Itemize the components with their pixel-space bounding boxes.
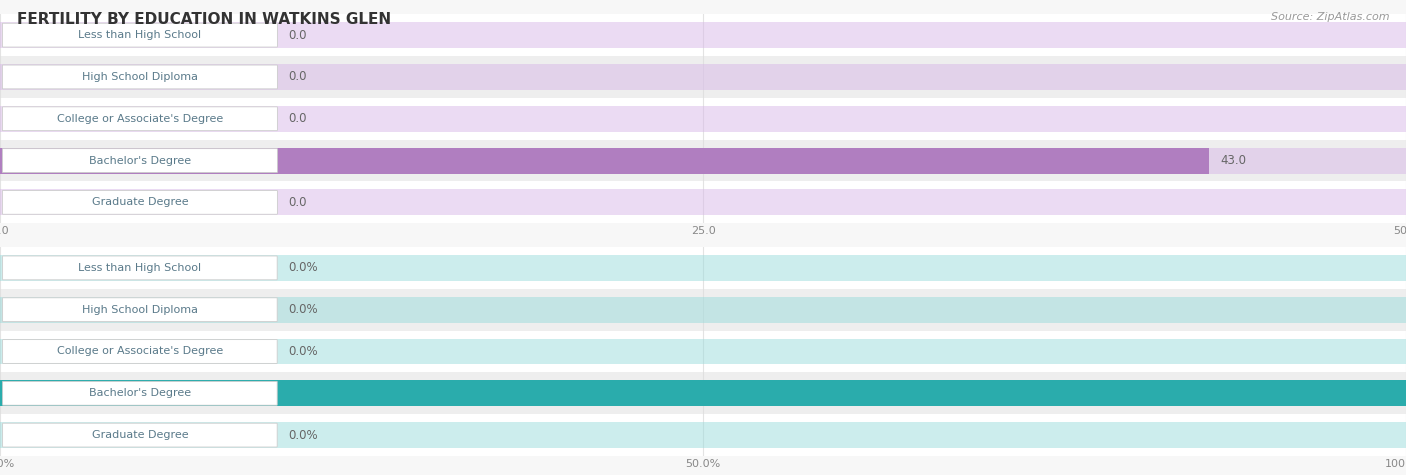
Text: Source: ZipAtlas.com: Source: ZipAtlas.com [1271, 12, 1389, 22]
Text: College or Associate's Degree: College or Associate's Degree [56, 114, 224, 124]
Text: High School Diploma: High School Diploma [82, 72, 198, 82]
FancyBboxPatch shape [3, 256, 277, 280]
Bar [0, 339, 1406, 364]
Text: 0.0%: 0.0% [288, 261, 318, 275]
Text: 43.0: 43.0 [1220, 154, 1246, 167]
FancyBboxPatch shape [3, 340, 277, 363]
Text: Bachelor's Degree: Bachelor's Degree [89, 155, 191, 166]
Bar [0, 247, 1406, 289]
FancyBboxPatch shape [3, 149, 277, 172]
Bar [0, 106, 1406, 132]
Text: Graduate Degree: Graduate Degree [91, 197, 188, 208]
Bar [0, 140, 1406, 181]
Text: 0.0%: 0.0% [288, 303, 318, 316]
FancyBboxPatch shape [3, 107, 277, 131]
FancyBboxPatch shape [3, 23, 277, 47]
Bar [0, 331, 1406, 372]
Bar [0, 297, 1406, 323]
Bar [0, 422, 1406, 448]
Bar [0, 22, 1406, 48]
Bar [0, 190, 1406, 215]
Bar [0, 380, 1406, 406]
Bar [0, 14, 1406, 56]
Text: 0.0: 0.0 [288, 196, 307, 209]
FancyBboxPatch shape [3, 298, 277, 322]
Text: High School Diploma: High School Diploma [82, 304, 198, 315]
Bar [0, 64, 1406, 90]
Text: 0.0: 0.0 [288, 112, 307, 125]
Text: Graduate Degree: Graduate Degree [91, 430, 188, 440]
Bar [0, 181, 1406, 223]
Bar [0, 98, 1406, 140]
FancyBboxPatch shape [3, 65, 277, 89]
Bar [0, 255, 1406, 281]
Text: Bachelor's Degree: Bachelor's Degree [89, 388, 191, 399]
Bar [0, 380, 1406, 406]
Bar [0, 414, 1406, 456]
Text: 0.0%: 0.0% [288, 345, 318, 358]
FancyBboxPatch shape [3, 423, 277, 447]
Text: 0.0: 0.0 [288, 70, 307, 84]
Bar [0, 372, 1406, 414]
Bar [0, 56, 1406, 98]
Bar [0, 148, 1209, 173]
Text: 0.0: 0.0 [288, 28, 307, 42]
Text: Less than High School: Less than High School [79, 263, 201, 273]
Bar [0, 148, 1406, 173]
Text: Less than High School: Less than High School [79, 30, 201, 40]
Text: 0.0%: 0.0% [288, 428, 318, 442]
FancyBboxPatch shape [3, 381, 277, 405]
Text: FERTILITY BY EDUCATION IN WATKINS GLEN: FERTILITY BY EDUCATION IN WATKINS GLEN [17, 12, 391, 27]
Text: College or Associate's Degree: College or Associate's Degree [56, 346, 224, 357]
Bar [0, 289, 1406, 331]
FancyBboxPatch shape [3, 190, 277, 214]
